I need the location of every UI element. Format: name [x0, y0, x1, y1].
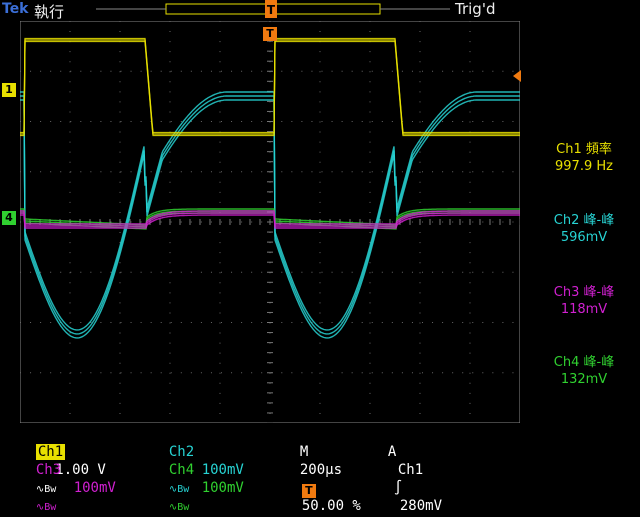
ch4-trace	[20, 208, 520, 226]
measurement-4: Ch4 峰-峰 132mV	[528, 354, 640, 388]
measurement-1-name: Ch1 頻率	[556, 142, 612, 157]
measurement-4-name: Ch4 峰-峰	[553, 355, 615, 370]
measurement-1: Ch1 頻率 997.9 Hz	[528, 141, 640, 175]
ch1-scale: 1.00 V	[55, 462, 106, 478]
trigger-level[interactable]: 280mV	[399, 498, 443, 514]
ch3-scale: 100mV	[73, 480, 116, 496]
timebase-label: M	[299, 444, 309, 460]
ch3-label[interactable]: Ch3	[35, 462, 62, 478]
ch4-bw-icon: ∿Bw	[168, 502, 190, 513]
trigger-status: Trig'd	[455, 0, 496, 18]
measurement-3-name: Ch3 峰-峰	[553, 285, 615, 300]
trigger-level-arrow[interactable]	[511, 70, 521, 82]
trigger-position-icon: T	[301, 484, 316, 498]
trigger-source[interactable]: Ch1	[397, 462, 424, 478]
measurement-2-name: Ch2 峰-峰	[553, 213, 615, 228]
timebase-value[interactable]: 200µs	[299, 462, 343, 478]
ch1-label[interactable]: Ch1	[35, 444, 66, 460]
ch4-readout: Ch4 100mV ∿Bw	[152, 443, 244, 513]
ch4-ground-marker[interactable]: 4	[2, 211, 16, 225]
ch2-trace	[20, 99, 520, 339]
trigger-position-marker[interactable]: T	[263, 27, 277, 41]
ch3-bw-icon: ∿Bw	[35, 502, 57, 513]
readout-row-1: Ch1 1.00 V ∿Bw	[19, 425, 106, 495]
measurement-2: Ch2 峰-峰 596mV	[528, 212, 640, 246]
trigger-position-readout: T 50.00 %	[285, 461, 361, 514]
ch3-trace	[20, 212, 520, 227]
measurement-3-value: 118mV	[560, 302, 608, 317]
ch1-trace	[20, 37, 520, 134]
waveform-traces	[20, 37, 520, 339]
ch4-label[interactable]: Ch4	[168, 462, 195, 478]
ch1-trace	[20, 40, 520, 137]
timebase-readout: M 200µs	[283, 425, 342, 478]
ch4-scale: 100mV	[201, 480, 244, 496]
brand-logo: Tek	[2, 1, 29, 17]
svg-text:T: T	[267, 3, 276, 17]
ch2-scale: 100mV	[201, 462, 244, 478]
readout-row-2: Ch3 100mV ∿Bw	[19, 443, 116, 513]
ch2-readout: Ch2 100mV ∿Bw	[152, 425, 244, 495]
ch3-trace	[20, 214, 520, 229]
waveform-display[interactable]	[20, 21, 520, 423]
measurement-3: Ch3 峰-峰 118mV	[528, 284, 640, 318]
run-state: 執行	[34, 3, 65, 21]
ch2-trace	[20, 95, 520, 335]
trigger-slope-icon: ∫	[393, 480, 403, 496]
ch2-label[interactable]: Ch2	[168, 444, 195, 460]
trigger-position-value[interactable]: 50.00 %	[301, 498, 361, 514]
ch2-trace	[20, 91, 520, 331]
measurement-4-value: 132mV	[560, 372, 608, 387]
status-bar: Tek 執行 T Trig'd	[0, 0, 640, 21]
record-view-bar: T	[96, 0, 450, 18]
measurement-2-value: 596mV	[560, 230, 608, 245]
trigger-mode: A	[387, 444, 397, 460]
ch1-ground-marker[interactable]: 1	[2, 83, 16, 97]
ch1-trace	[20, 39, 520, 135]
measurement-1-value: 997.9 Hz	[555, 159, 613, 174]
trigger-readout: A Ch1 ∫ 280mV	[371, 425, 442, 514]
ch3-trace	[20, 210, 520, 225]
